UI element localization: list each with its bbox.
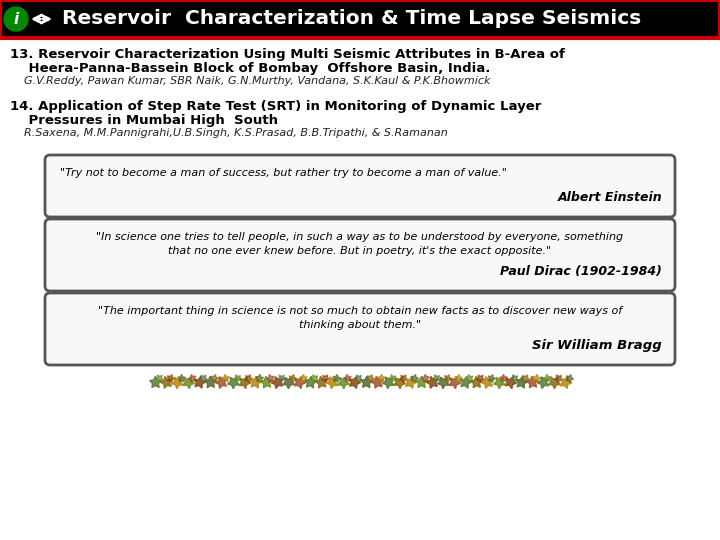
Text: Heera-Panna-Bassein Block of Bombay  Offshore Basin, India.: Heera-Panna-Bassein Block of Bombay Offs…: [10, 62, 490, 75]
Text: Sir William Bragg: Sir William Bragg: [532, 339, 662, 352]
Text: 14. Application of Step Rate Test (SRT) in Monitoring of Dynamic Layer: 14. Application of Step Rate Test (SRT) …: [10, 100, 541, 113]
Circle shape: [4, 7, 28, 31]
Text: that no one ever knew before. But in poetry, it's the exact opposite.": that no one ever knew before. But in poe…: [168, 246, 552, 256]
Text: "The important thing in science is not so much to obtain new facts as to discove: "The important thing in science is not s…: [98, 306, 622, 316]
Text: Pressures in Mumbai High  South: Pressures in Mumbai High South: [10, 114, 278, 127]
Text: thinking about them.": thinking about them.": [299, 320, 421, 330]
Text: Paul Dirac (1902-1984): Paul Dirac (1902-1984): [500, 265, 662, 278]
FancyBboxPatch shape: [45, 155, 675, 217]
Text: R.Saxena, M.M.Pannigrahi,U.B.Singh, K.S.Prasad, B.B.Tripathi, & S.Ramanan: R.Saxena, M.M.Pannigrahi,U.B.Singh, K.S.…: [10, 128, 448, 138]
Text: i: i: [14, 11, 19, 26]
Text: G.V.Reddy, Pawan Kumar, SBR Naik, G.N.Murthy, Vandana, S.K.Kaul & P.K.Bhowmick: G.V.Reddy, Pawan Kumar, SBR Naik, G.N.Mu…: [10, 76, 490, 86]
Text: "In science one tries to tell people, in such a way as to be understood by every: "In science one tries to tell people, in…: [96, 232, 624, 242]
FancyBboxPatch shape: [0, 0, 720, 38]
Text: "Try not to become a man of success, but rather try to become a man of value.": "Try not to become a man of success, but…: [60, 168, 507, 178]
Text: 13. Reservoir Characterization Using Multi Seismic Attributes in B-Area of: 13. Reservoir Characterization Using Mul…: [10, 48, 565, 61]
Text: Reservoir  Characterization & Time Lapse Seismics: Reservoir Characterization & Time Lapse …: [62, 10, 642, 29]
Text: Albert Einstein: Albert Einstein: [557, 191, 662, 204]
FancyBboxPatch shape: [45, 293, 675, 365]
FancyBboxPatch shape: [45, 219, 675, 291]
